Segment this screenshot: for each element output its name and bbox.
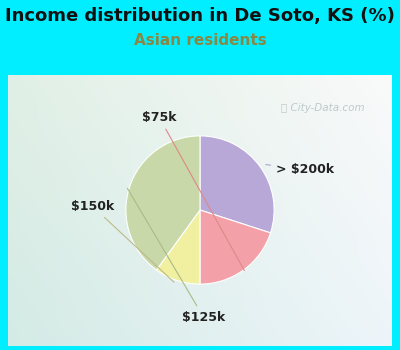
Text: $75k: $75k [142,111,244,271]
Text: Income distribution in De Soto, KS (%): Income distribution in De Soto, KS (%) [5,7,395,25]
Text: $150k: $150k [71,200,174,282]
Text: ⓘ City-Data.com: ⓘ City-Data.com [281,103,365,113]
Text: $125k: $125k [127,188,225,324]
Text: > $200k: > $200k [266,163,334,176]
Wedge shape [156,210,200,284]
Wedge shape [126,136,200,270]
Wedge shape [200,210,270,284]
Wedge shape [200,136,274,233]
Text: Asian residents: Asian residents [134,33,266,48]
